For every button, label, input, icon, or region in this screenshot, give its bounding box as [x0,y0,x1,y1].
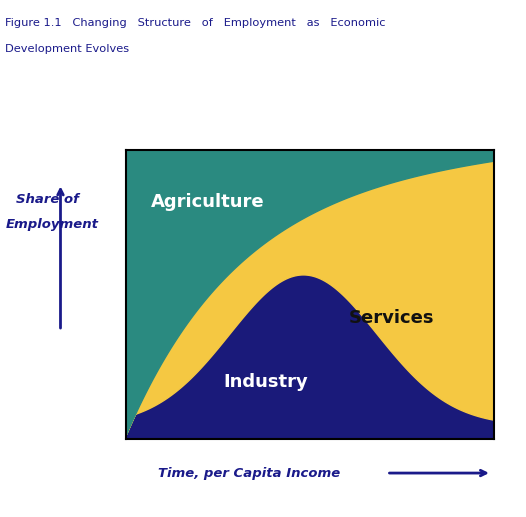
Text: Time, per Capita Income: Time, per Capita Income [158,466,340,480]
Text: Share of: Share of [16,192,79,206]
Text: Services: Services [349,309,434,327]
Text: Industry: Industry [224,373,309,390]
Text: Agriculture: Agriculture [150,193,264,211]
Text: Employment: Employment [5,218,98,232]
Text: Figure 1.1   Changing   Structure   of   Employment   as   Economic: Figure 1.1 Changing Structure of Employm… [5,18,386,28]
Text: Development Evolves: Development Evolves [5,44,129,54]
